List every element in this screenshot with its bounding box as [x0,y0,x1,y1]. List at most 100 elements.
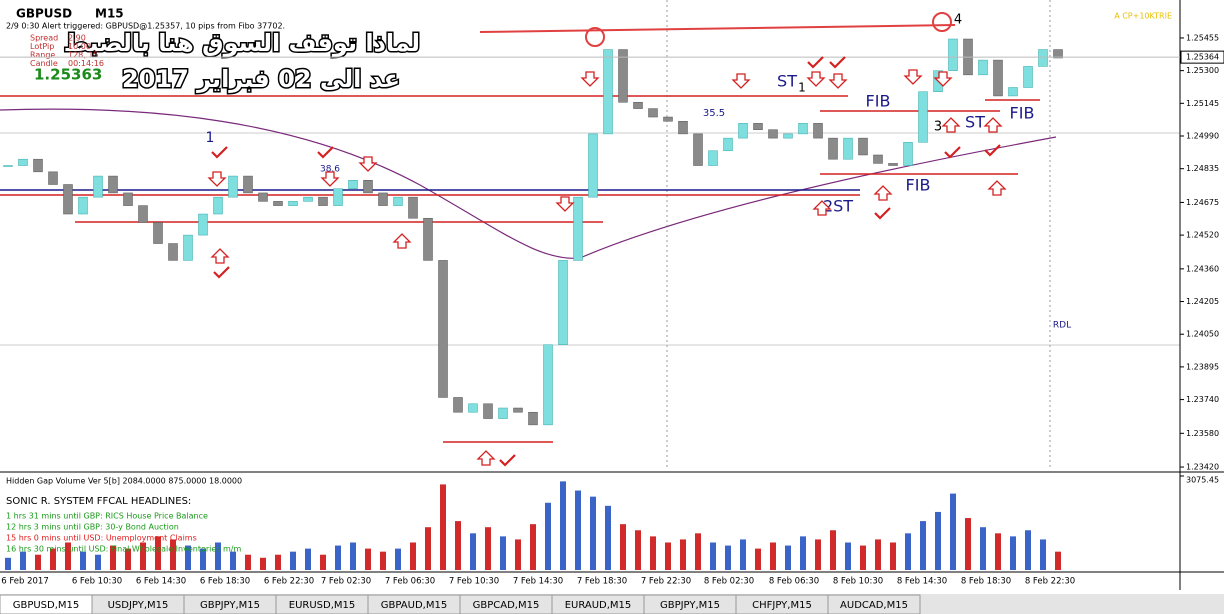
volume-bar [770,542,776,570]
candle [228,175,238,198]
candle [978,59,988,76]
candle [648,108,658,118]
headlines-title: SONIC R. SYSTEM FFCAL HEADLINES: [6,496,191,507]
volume-bar [920,521,926,570]
arrow [903,69,923,85]
candle [243,175,253,194]
info-label: LotPip [30,42,54,51]
x-tick-label: 8 Feb 14:30 [897,577,947,587]
arrow [210,248,230,264]
arrow [555,196,575,212]
volume-bar [1025,530,1031,570]
y-tick-label: 1.24520 [1186,231,1219,240]
candle [468,403,478,413]
volume-bar [635,530,641,570]
tab-label: GBPJPY,M15 [200,600,260,611]
volume-bar [110,545,116,570]
annotation: ST [777,72,797,91]
volume-bar [65,542,71,570]
volume-bar [365,548,371,570]
arrow [941,117,961,133]
arrow [987,180,1007,196]
y-tick-label: 1.24050 [1186,330,1219,339]
candle [513,407,523,413]
y-tick-label: 1.24205 [1186,297,1219,306]
volume-bar [305,548,311,570]
info-value: 10.00 [68,42,91,51]
headline: 12 hrs 3 mins until GBP: 30-y Bond Aucti… [6,523,179,532]
volume-bar [185,545,191,570]
volume-bar [620,524,626,570]
volume-bar [20,551,26,570]
annotation: 3 [934,120,942,135]
candle [18,158,28,166]
annotation: 1 [798,81,806,95]
arabic-subtitle: عد الى 02 فبراير 2017 [122,65,400,93]
volume-bar [320,554,326,570]
candle [423,217,433,261]
y-tick-label: 1.25145 [1186,99,1219,108]
annotation: 35.5 [703,108,725,119]
volume-bar [455,521,461,570]
arabic-title: لماذا توقف السوق هنا بالضبط [64,29,420,57]
volume-bar [590,496,596,570]
x-tick-label: 6 Feb 14:30 [136,577,186,587]
tab-label: EURUSD,M15 [289,600,355,611]
candle [873,154,883,164]
volume-bar [485,527,491,570]
current-price-box [1180,50,1224,64]
x-tick-label: 8 Feb 02:30 [704,577,754,587]
volume-bar [5,557,11,570]
volume-title: Hidden Gap Volume Ver 5[b] 2084.0000 875… [6,477,242,486]
check [211,146,228,159]
volume-bar [170,539,176,570]
x-tick-label: 7 Feb 14:30 [513,577,563,587]
info-value: 128, 15 [68,51,99,60]
tab-label: GBPJPY,M15 [660,600,720,611]
candle [123,192,133,206]
annotation: 2ST [823,197,853,216]
y-tick-label: 1.23895 [1186,362,1219,371]
arrow [828,73,848,89]
y-tick-label: 1.25455 [1186,33,1219,42]
volume-bar [980,527,986,570]
candle [78,196,88,215]
arrow [320,171,340,187]
volume-bar [740,539,746,570]
candle [678,120,688,135]
volume-bar [125,548,131,570]
candle [378,192,388,206]
y-tick-label: 1.23420 [1186,463,1219,472]
volume-bar [875,539,881,570]
candle [813,123,823,139]
candle [798,123,808,135]
volume-bar [785,545,791,570]
volume-bar [215,542,221,570]
arrow [580,71,600,87]
candle [708,150,718,166]
candle [828,137,838,160]
x-tick-label: 7 Feb 10:30 [449,577,499,587]
alert-text: 2/9 0:30 Alert triggered: GBPUSD@1.25357… [6,22,285,31]
tab[interactable] [827,594,921,614]
volume-bar [515,539,521,570]
candle [558,260,568,346]
arrow [207,171,227,187]
candle [333,188,343,206]
volume-bar [725,545,731,570]
candle [63,184,73,215]
candle [1023,66,1033,88]
candle [183,234,193,261]
candle [768,129,778,139]
level-lines [0,95,1040,443]
y-tick-label: 1.23580 [1186,429,1219,438]
volume-bar [350,542,356,570]
x-tick-label: 7 Feb 06:30 [385,577,435,587]
arrow [731,73,751,89]
candle [3,165,13,167]
candle [903,142,913,166]
pointer-line [479,24,956,33]
volume-bar [410,542,416,570]
volume-bar [890,542,896,570]
